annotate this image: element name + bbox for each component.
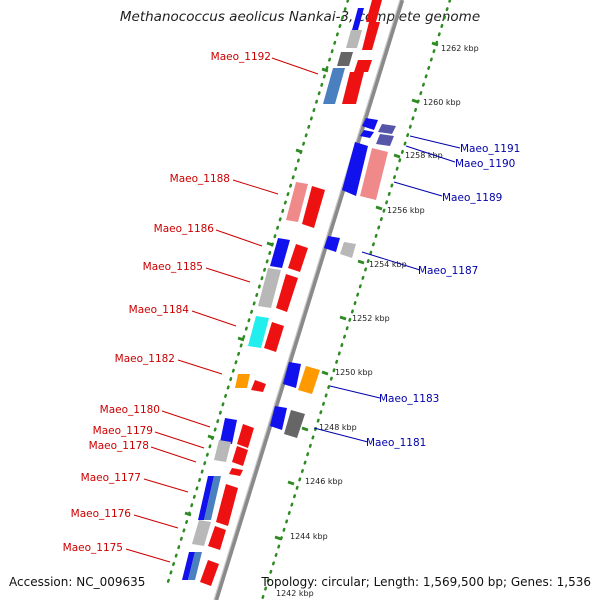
gene-label: Maeo_1175 (63, 542, 123, 554)
gene-block (323, 68, 345, 104)
gene-block (276, 274, 298, 312)
gene-block (376, 134, 394, 146)
kbp-tick-label: 1254 kbp (369, 260, 407, 269)
gene-block (182, 552, 195, 580)
gene-label: Maeo_1190 (455, 158, 515, 170)
kbp-tick-label: 1248 kbp (319, 423, 357, 432)
gene-label: Maeo_1179 (93, 425, 153, 437)
gene-label: Maeo_1191 (460, 143, 520, 155)
kbp-tick-label: 1260 kbp (423, 98, 461, 107)
kbp-tick-label: 1246 kbp (305, 477, 343, 486)
gene-block (362, 118, 378, 130)
outer-dotted-rail (166, 0, 350, 584)
kbp-tick-label: 1242 kbp (276, 589, 314, 598)
gene-block (232, 446, 248, 466)
gene-block (283, 362, 301, 388)
kbp-tick-labels: 1262 kbp 1260 kbp 1258 kbp 1256 kbp 1254… (276, 44, 479, 598)
genome-summary: Topology: circular; Length: 1,569,500 bp… (261, 575, 591, 589)
gene-label: Maeo_1176 (71, 508, 132, 520)
gene-label: Maeo_1183 (379, 393, 439, 405)
leader-lines-left (125, 57, 319, 563)
gene-block (354, 60, 372, 72)
inner-dotted-rail (260, 0, 452, 600)
gene-label: Maeo_1185 (143, 261, 203, 273)
gene-block (270, 406, 287, 430)
gene-label: Maeo_1177 (81, 472, 141, 484)
gene-label: Maeo_1182 (115, 353, 175, 365)
outer-strand-genes (182, 0, 382, 586)
kbp-tick-label: 1244 kbp (290, 532, 328, 541)
inner-strand-genes (270, 118, 396, 438)
gene-block (378, 124, 396, 134)
gene-block (237, 424, 254, 448)
gene-block (229, 468, 243, 476)
gene-block (198, 476, 214, 520)
leader-lines-right (313, 135, 461, 443)
gene-block (264, 322, 284, 352)
gene-block (298, 366, 320, 394)
gene-block (258, 268, 281, 308)
kbp-tick-label: 1258 kbp (405, 151, 443, 160)
gene-block (362, 22, 380, 50)
gene-block (286, 182, 308, 222)
gene-block (340, 242, 356, 258)
gene-labels-right: Maeo_1191 Maeo_1190 Maeo_1189 Maeo_1187 … (366, 143, 520, 449)
gene-label: Maeo_1188 (170, 173, 230, 185)
gene-label: Maeo_1186 (154, 223, 215, 235)
gene-label: Maeo_1192 (211, 51, 271, 63)
gene-block (360, 148, 388, 200)
gene-block (360, 130, 374, 138)
gene-labels-left: Maeo_1192 Maeo_1188 Maeo_1186 Maeo_1185 … (63, 51, 271, 554)
gene-block (235, 374, 250, 388)
gene-block (342, 142, 368, 196)
gene-block (208, 526, 226, 550)
kbp-tick-label: 1250 kbp (335, 368, 373, 377)
gene-block (337, 52, 353, 66)
kbp-tick-label: 1262 kbp (441, 44, 479, 53)
gene-block (346, 30, 362, 48)
backbone (213, 0, 405, 600)
gene-block (188, 552, 202, 580)
gene-block (352, 8, 364, 30)
gene-block (302, 186, 325, 228)
gene-block (214, 440, 231, 462)
gene-label: Maeo_1180 (100, 404, 160, 416)
kbp-tick-label: 1252 kbp (352, 314, 390, 323)
gene-block (284, 410, 305, 438)
gene-block (270, 238, 290, 268)
gene-label: Maeo_1187 (418, 265, 478, 277)
gene-block (216, 484, 238, 526)
map-title: Methanococcus aeolicus Nankai-3, complet… (119, 9, 481, 25)
gene-block (251, 380, 266, 392)
rail-major-ticks (184, 41, 439, 541)
gene-label: Maeo_1181 (366, 437, 426, 449)
gene-block (192, 520, 211, 546)
gene-block (220, 418, 237, 444)
gene-block (366, 0, 382, 22)
kbp-tick-label: 1256 kbp (387, 206, 425, 215)
gene-label: Maeo_1184 (129, 304, 190, 316)
gene-block (342, 72, 364, 104)
gene-block (248, 316, 269, 348)
accession-label: Accession: NC_009635 (9, 575, 146, 589)
gene-block (288, 244, 308, 272)
gene-block (324, 236, 340, 252)
gene-block (200, 560, 219, 586)
gene-block (204, 476, 221, 520)
gene-label: Maeo_1189 (442, 192, 502, 204)
gene-label: Maeo_1178 (89, 440, 149, 452)
